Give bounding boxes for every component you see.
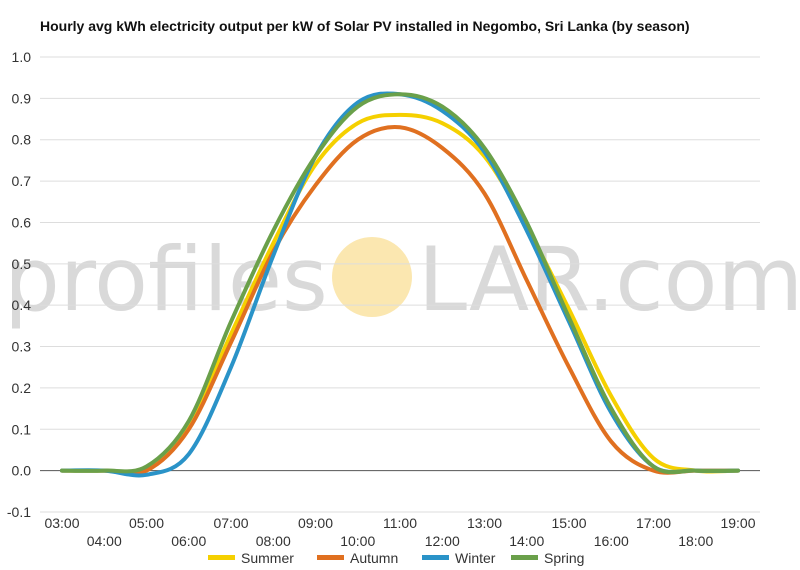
y-tick-label: 0.6 [12, 214, 32, 230]
grid [40, 56, 760, 513]
x-tick-label: 14:00 [509, 533, 544, 549]
legend-item-winter: Winter [422, 550, 496, 566]
x-tick-label: 15:00 [551, 515, 586, 531]
y-tick-label: 0.5 [12, 256, 32, 272]
x-tick-label: 03:00 [44, 515, 79, 531]
legend-item-summer: Summer [208, 550, 294, 566]
x-tick-label: 11:00 [383, 515, 417, 531]
x-tick-label: 13:00 [467, 515, 502, 531]
y-tick-label: 0.2 [12, 380, 32, 396]
watermark: profiles LAR.com [4, 228, 800, 331]
x-tick-label: 06:00 [171, 533, 206, 549]
y-tick-label: 0.3 [12, 339, 32, 355]
chart-title: Hourly avg kWh electricity output per kW… [40, 18, 690, 34]
series-line-summer [60, 112, 740, 476]
x-tick-label: 05:00 [129, 515, 164, 531]
y-axis: -0.1 0.0 0.1 0.2 0.3 0.4 0.5 0.6 0.7 0.8 0.9 1.0 [7, 49, 31, 520]
legend-label: Autumn [350, 550, 398, 566]
series-line-autumn [60, 125, 740, 476]
x-tick-label: 19:00 [720, 515, 755, 531]
y-tick-label: 0.1 [12, 421, 32, 437]
y-tick-label: 0.0 [12, 463, 32, 479]
x-tick-label: 10:00 [340, 533, 375, 549]
x-tick-label: 12:00 [425, 533, 460, 549]
x-axis: 03:00 04:00 05:00 06:00 07:00 08:00 09:00 10:00… [44, 515, 755, 549]
x-tick-label: 07:00 [213, 515, 248, 531]
watermark-sun-icon [332, 237, 412, 317]
legend-label: Summer [241, 550, 294, 566]
y-tick-label: 0.4 [12, 297, 32, 313]
legend-item-autumn: Autumn [317, 550, 398, 566]
x-tick-label: 16:00 [594, 533, 629, 549]
watermark-text-right: LAR.com [418, 228, 800, 331]
x-tick-label: 09:00 [298, 515, 333, 531]
legend-swatch [317, 555, 344, 560]
y-tick-label: 0.7 [12, 173, 32, 189]
y-tick-label: -0.1 [7, 504, 31, 520]
legend-item-spring: Spring [511, 550, 584, 566]
y-tick-label: 0.8 [12, 132, 32, 148]
x-tick-label: 18:00 [678, 533, 713, 549]
legend-label: Spring [544, 550, 584, 566]
legend: Summer Autumn Winter Spring [208, 550, 584, 566]
y-tick-label: 1.0 [12, 49, 32, 65]
series-lines [60, 91, 740, 478]
series-line-spring [60, 92, 740, 475]
x-tick-label: 08:00 [256, 533, 291, 549]
y-tick-label: 0.9 [12, 90, 32, 106]
x-tick-label: 17:00 [636, 515, 671, 531]
x-tick-label: 04:00 [87, 533, 122, 549]
legend-label: Winter [455, 550, 496, 566]
legend-swatch [511, 555, 538, 560]
legend-swatch [422, 555, 449, 560]
legend-swatch [208, 555, 235, 560]
